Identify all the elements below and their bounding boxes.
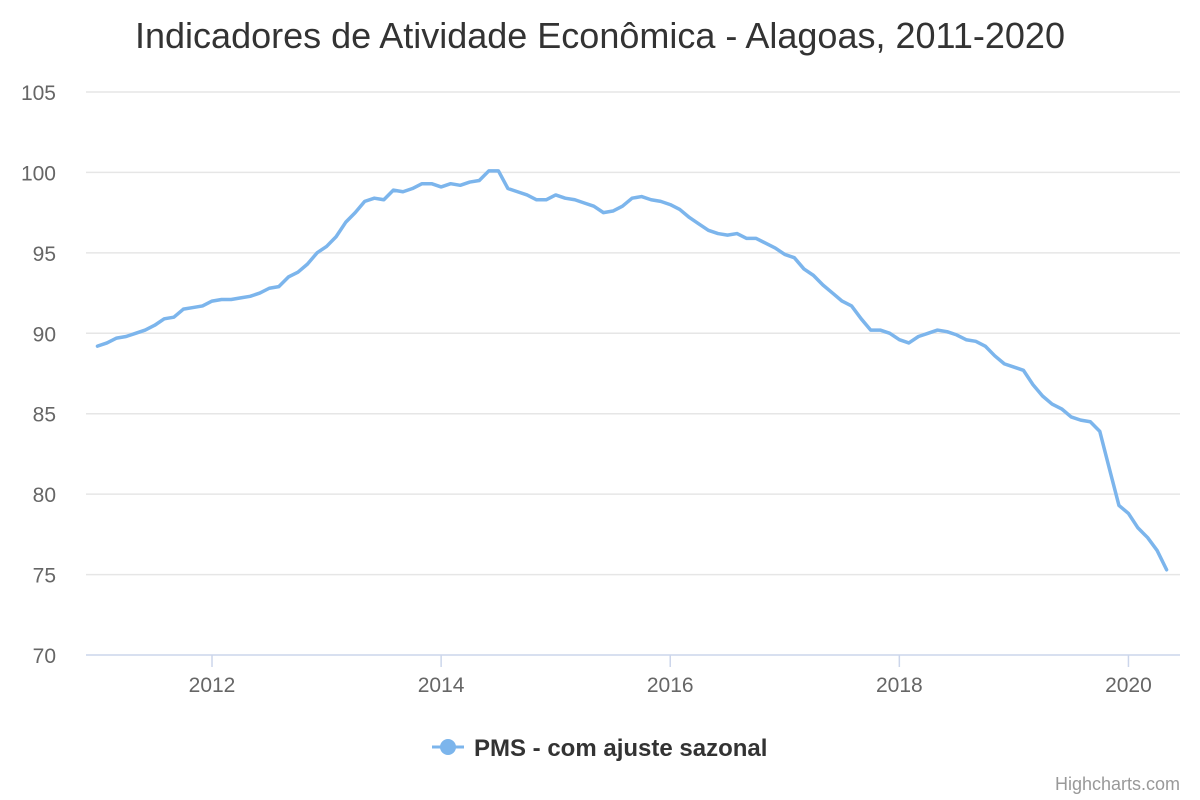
x-axis-ticks: 2012 2014 2016 2018 2020 (189, 655, 1152, 697)
legend-item-pms[interactable]: PMS - com ajuste sazonal (474, 735, 767, 762)
y-gridlines (86, 91, 1180, 576)
legend[interactable]: PMS - com ajuste sazonal (432, 735, 767, 762)
credits-link[interactable]: Highcharts.com (1055, 774, 1180, 794)
x-tick-label-2020: 2020 (1105, 674, 1152, 697)
y-tick-label-70: 70 (33, 645, 56, 668)
x-tick-label-2016: 2016 (647, 674, 694, 697)
y-axis-labels: 70 75 80 85 90 95 100 105 (21, 82, 56, 668)
y-tick-label-100: 100 (21, 162, 56, 185)
y-tick-label-105: 105 (21, 82, 56, 105)
y-tick-label-85: 85 (33, 404, 56, 427)
chart-title: Indicadores de Atividade Econômica - Ala… (135, 15, 1065, 56)
y-tick-label-95: 95 (33, 243, 56, 266)
x-tick-label-2012: 2012 (189, 674, 236, 697)
series-line-0[interactable] (95, 169, 1169, 572)
x-tick-label-2014: 2014 (418, 674, 465, 697)
y-tick-label-75: 75 (33, 565, 56, 588)
legend-symbol-marker (440, 739, 456, 755)
y-tick-label-80: 80 (33, 484, 56, 507)
y-tick-label-90: 90 (33, 323, 56, 346)
series-group (95, 169, 1169, 572)
x-tick-label-2018: 2018 (876, 674, 923, 697)
